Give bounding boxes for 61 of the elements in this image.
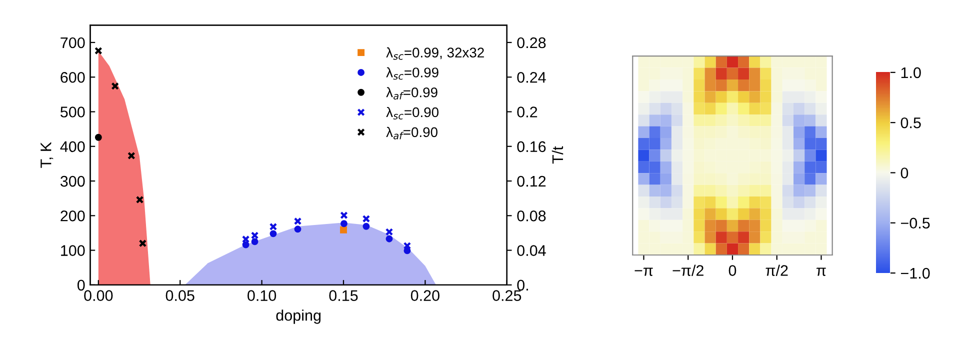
point xyxy=(269,222,278,231)
x-tick-label: π/2 xyxy=(766,264,788,276)
point xyxy=(386,235,393,242)
point xyxy=(340,211,348,220)
y2-tick-label: 0.12 xyxy=(517,176,546,187)
point xyxy=(128,152,136,160)
y-tick-label: 400 xyxy=(60,141,85,152)
point xyxy=(362,214,370,223)
x-tick-label: 0.25 xyxy=(492,290,522,302)
y-tick-label: 100 xyxy=(61,245,85,256)
legend-label: λ$_{sc}$=0.99 xyxy=(386,67,438,80)
point xyxy=(385,228,394,236)
y2-tick-label: 0. xyxy=(517,280,528,291)
x-tick-label: 0.20 xyxy=(410,290,440,302)
x-tick-label: 0.05 xyxy=(166,290,194,302)
x-tick-label: π xyxy=(816,268,826,276)
legend-label: λ$_{sc}$=0.99, 32x32 xyxy=(386,47,484,60)
x-tick-label: −π xyxy=(634,268,653,276)
point xyxy=(294,217,302,226)
x-axis-title: doping xyxy=(276,310,321,324)
point xyxy=(250,232,259,240)
color-bar-label: 0 xyxy=(900,168,908,178)
legend-label: λ$_{af}$=0.99 xyxy=(386,87,438,100)
point xyxy=(270,230,277,238)
point xyxy=(94,46,102,55)
point xyxy=(242,241,250,248)
x-tick-label: 0.10 xyxy=(248,290,276,302)
y-tick-label: 600 xyxy=(60,72,85,83)
x-tick-label: −π/2 xyxy=(672,264,704,276)
y-tick-label: 300 xyxy=(60,176,85,187)
point xyxy=(136,196,144,204)
y-tick-label: 200 xyxy=(60,210,85,222)
y2-tick-label: 0.04 xyxy=(517,245,546,256)
color-bar-label: −0.5 xyxy=(900,218,930,229)
color-bar-label: −1.0 xyxy=(900,268,930,279)
x-tick-label: 0.15 xyxy=(329,290,358,302)
legend-label: λ$_{af}$=0.90 xyxy=(386,126,438,140)
point xyxy=(294,226,302,233)
y-tick-label: 0 xyxy=(77,280,85,291)
point xyxy=(94,134,102,141)
point xyxy=(340,220,348,228)
point xyxy=(242,235,250,244)
x-tick-label: 0 xyxy=(728,265,736,276)
y2-tick-label: 0.08 xyxy=(517,210,546,222)
point xyxy=(362,222,370,230)
y-tick-label: 700 xyxy=(60,37,85,48)
point xyxy=(251,238,258,246)
y2-axis-title: T/t xyxy=(552,146,564,164)
legend-label: λ$_{sc}$=0.90 xyxy=(386,106,439,120)
point xyxy=(111,82,119,90)
y2-tick-label: 0.2 xyxy=(517,106,538,118)
y-axis-title: T, K xyxy=(40,142,54,168)
point xyxy=(340,226,347,234)
point xyxy=(138,239,147,248)
x-tick-label: 0.00 xyxy=(84,290,113,302)
color-bar-label: 0.5 xyxy=(900,117,921,128)
y2-tick-label: 0.28 xyxy=(517,37,546,48)
y-tick-label: 500 xyxy=(60,106,85,118)
color-bar-label: 1.0 xyxy=(901,67,921,78)
y2-tick-label: 0.16 xyxy=(517,141,546,152)
y2-tick-label: 0.24 xyxy=(517,72,546,83)
